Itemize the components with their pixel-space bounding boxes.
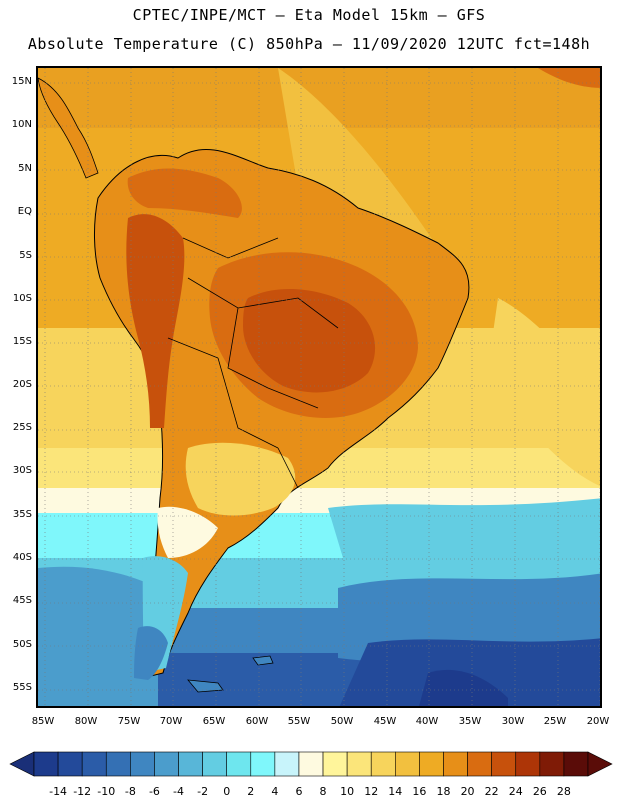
colorbar-label: 14	[388, 785, 403, 798]
colorbar-label: 0	[223, 785, 231, 798]
colorbar-swatch-15	[395, 751, 420, 777]
central-america	[38, 77, 99, 179]
lat-label-15s: 15S	[12, 336, 32, 347]
colorbar-swatch-16	[419, 751, 444, 777]
colorbar-label: 26	[532, 785, 547, 798]
lat-label-20s: 20S	[12, 379, 32, 390]
temperature-map	[36, 66, 602, 708]
colorbar-swatch-6	[178, 751, 203, 777]
lon-label-50w: 50W	[330, 716, 354, 727]
colorbar-label: 12	[364, 785, 379, 798]
ocean-yellow-north-east	[278, 68, 438, 248]
south-cone-yellow	[185, 442, 296, 516]
colorbar-label: 18	[436, 785, 451, 798]
colorbar-swatch-8	[226, 751, 252, 777]
lon-label-35w: 35W	[458, 716, 482, 727]
colorbar-swatch-13	[346, 751, 372, 777]
colorbar-label: 2	[247, 785, 255, 798]
colorbar-label: 16	[412, 785, 427, 798]
lat-label-45s: 45S	[12, 595, 32, 606]
colorbar-swatch-12	[322, 751, 348, 777]
colorbar-max-arrow	[587, 751, 613, 777]
lat-label-15n: 15N	[11, 76, 32, 87]
lon-label-75w: 75W	[117, 716, 141, 727]
colorbar-label: 10	[340, 785, 355, 798]
colorbar-label: 20	[460, 785, 475, 798]
lon-label-40w: 40W	[415, 716, 439, 727]
colorbar-swatch-18	[467, 751, 492, 777]
lon-label-45w: 45W	[373, 716, 397, 727]
colorbar-label: 6	[295, 785, 303, 798]
map-title-line-2: Absolute Temperature (C) 850hPa – 11/09/…	[27, 35, 591, 53]
colorbar-swatch-14	[370, 751, 396, 777]
lat-label-30s: 30S	[12, 465, 32, 476]
map-title-line-1: CPTEC/INPE/MCT – Eta Model 15km – GFS	[132, 6, 486, 24]
colorbar-label: -12	[73, 785, 92, 798]
lat-label-50s: 50S	[12, 639, 32, 650]
colorbar-swatch-21	[539, 751, 565, 777]
patagonia-blue	[134, 626, 168, 680]
lat-label-eq: EQ	[17, 206, 32, 217]
colorbar-swatch-17	[443, 751, 468, 777]
country-borders	[167, 237, 339, 489]
colorbar-swatch-0	[33, 751, 59, 777]
colorbar-swatch-4	[130, 751, 155, 777]
lat-label-5n: 5N	[18, 163, 32, 174]
lat-label-5s: 5S	[19, 250, 32, 261]
brazil-hottest-core	[243, 288, 376, 393]
northern-coast-hot	[127, 168, 242, 218]
colorbar-swatch-20	[515, 751, 541, 777]
ocean-darkest-blob	[419, 669, 508, 706]
colorbar-label: -10	[97, 785, 116, 798]
colorbar-swatch-2	[81, 751, 107, 777]
colorbar-min-arrow	[9, 751, 35, 777]
lat-label-55s: 55S	[12, 682, 32, 693]
colorbar-swatch-10	[274, 751, 300, 777]
lat-label-40s: 40S	[12, 552, 32, 563]
colorbar-swatch-11	[298, 751, 324, 777]
colorbar-label: 24	[508, 785, 523, 798]
colorbar-label: -14	[49, 785, 68, 798]
lon-label-80w: 80W	[74, 716, 98, 727]
lat-label-10s: 10S	[12, 293, 32, 304]
lon-label-70w: 70W	[159, 716, 183, 727]
colorbar-label: 22	[484, 785, 499, 798]
lon-label-65w: 65W	[202, 716, 226, 727]
colorbar-swatch-1	[57, 751, 83, 777]
colorbar-label: -6	[148, 785, 160, 798]
lon-label-85w: 85W	[31, 716, 55, 727]
colorbar-swatch-7	[202, 751, 227, 777]
colorbar-swatch-22	[563, 751, 589, 777]
colorbar-swatch-9	[250, 751, 276, 777]
colorbar-label: 28	[556, 785, 571, 798]
lon-label-60w: 60W	[245, 716, 269, 727]
falkland-islands	[252, 655, 274, 666]
andes-hot-strip	[126, 214, 185, 428]
ocean-deepblue-blob	[339, 638, 600, 706]
ocean-yellow-east	[488, 298, 600, 487]
patagonia-cream	[157, 506, 218, 558]
lon-label-30w: 30W	[501, 716, 525, 727]
lat-label-35s: 35S	[12, 509, 32, 520]
colorbar-label: 8	[319, 785, 327, 798]
lat-label-25s: 25S	[12, 422, 32, 433]
colorbar-label: -4	[173, 785, 184, 798]
colorbar-swatch-5	[154, 751, 179, 777]
colorbar-label: -2	[197, 785, 209, 798]
lon-label-20w: 20W	[586, 716, 610, 727]
colorbar-swatch-19	[491, 751, 517, 777]
lat-label-10n: 10N	[11, 119, 32, 130]
colorbar-label: 4	[271, 785, 279, 798]
ocean-west-light-blue	[38, 566, 158, 706]
colorbar-swatch-3	[105, 751, 131, 777]
lon-label-55w: 55W	[287, 716, 311, 727]
ocean-orange-patch-ne	[538, 68, 600, 88]
colorbar-label: -8	[124, 785, 136, 798]
temperature-colorbar	[9, 751, 613, 777]
lon-label-25w: 25W	[543, 716, 567, 727]
